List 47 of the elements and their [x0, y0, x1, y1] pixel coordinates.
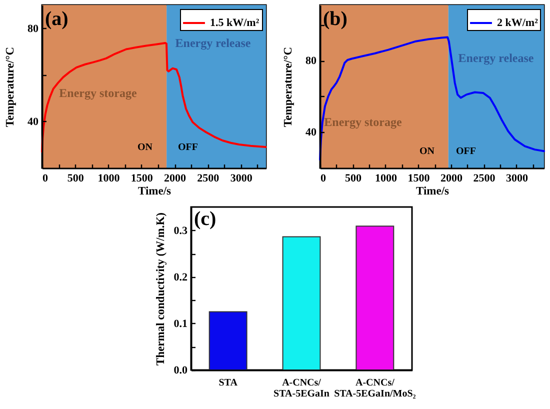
y-tick-label: 0.0: [174, 364, 188, 376]
bar: [208, 311, 248, 370]
legend-label: 2 kW/m²: [497, 17, 539, 29]
y-tick-label: 40: [306, 126, 317, 139]
y-tick-label: 0.1: [174, 318, 188, 330]
x-tick-label: 1500: [130, 172, 154, 184]
annotation: ON: [138, 142, 154, 153]
x-tick-label: 2000: [164, 172, 187, 184]
chart-title: (c): [194, 208, 216, 230]
bar: [282, 236, 321, 370]
annotation: OFF: [456, 146, 476, 157]
annotation: ON: [420, 146, 436, 157]
x-tick-label: 2500: [473, 172, 496, 184]
x-tick-label: STA: [218, 378, 238, 388]
y-axis-title: Temperature/°C: [282, 47, 294, 127]
bar: [356, 226, 394, 370]
x-tick-label: 1000: [98, 172, 120, 184]
y-axis-title: Temperature/°C: [4, 47, 16, 127]
chart-title: (b): [323, 8, 348, 30]
x-tick-label: 3000: [230, 172, 253, 184]
x-tick-label: 3000: [506, 172, 528, 184]
annotation: Energy release: [175, 36, 252, 50]
x-tick-label: 2000: [440, 172, 463, 184]
x-axis-title: Time/s: [138, 186, 172, 198]
x-tick-label: 0: [42, 172, 48, 184]
x-tick-label: A-CNCs/ STA-5EGaIn: [274, 378, 330, 400]
x-axis-title: Time/s: [416, 186, 450, 198]
chart-title: (a): [45, 8, 68, 30]
y-tick-label: 0.2: [174, 271, 188, 284]
x-tick-label: A-CNCs/ STA-5EGaIn/MoS₂: [334, 378, 416, 400]
x-tick-label: 500: [67, 172, 84, 184]
x-tick-label: 0: [320, 172, 326, 184]
legend-label: 1.5 kW/m²: [210, 17, 260, 29]
annotation: Energy storage: [59, 86, 138, 100]
annotation: Energy release: [458, 51, 534, 65]
x-tick-label: 2500: [197, 172, 220, 184]
annotation: Energy storage: [324, 115, 402, 129]
y-tick-label: 80: [306, 55, 317, 68]
x-tick-label: 1500: [408, 172, 430, 184]
x-tick-label: 500: [345, 172, 362, 184]
y-axis-title: Thermal conductivity (W/m.K): [154, 212, 167, 366]
line-series: [319, 36, 545, 161]
annotation: OFF: [178, 142, 198, 153]
y-tick-label: 0.3: [174, 224, 188, 237]
y-tick-label: 80: [28, 22, 39, 35]
y-tick-label: 40: [28, 116, 39, 128]
x-tick-label: 1000: [374, 172, 398, 184]
